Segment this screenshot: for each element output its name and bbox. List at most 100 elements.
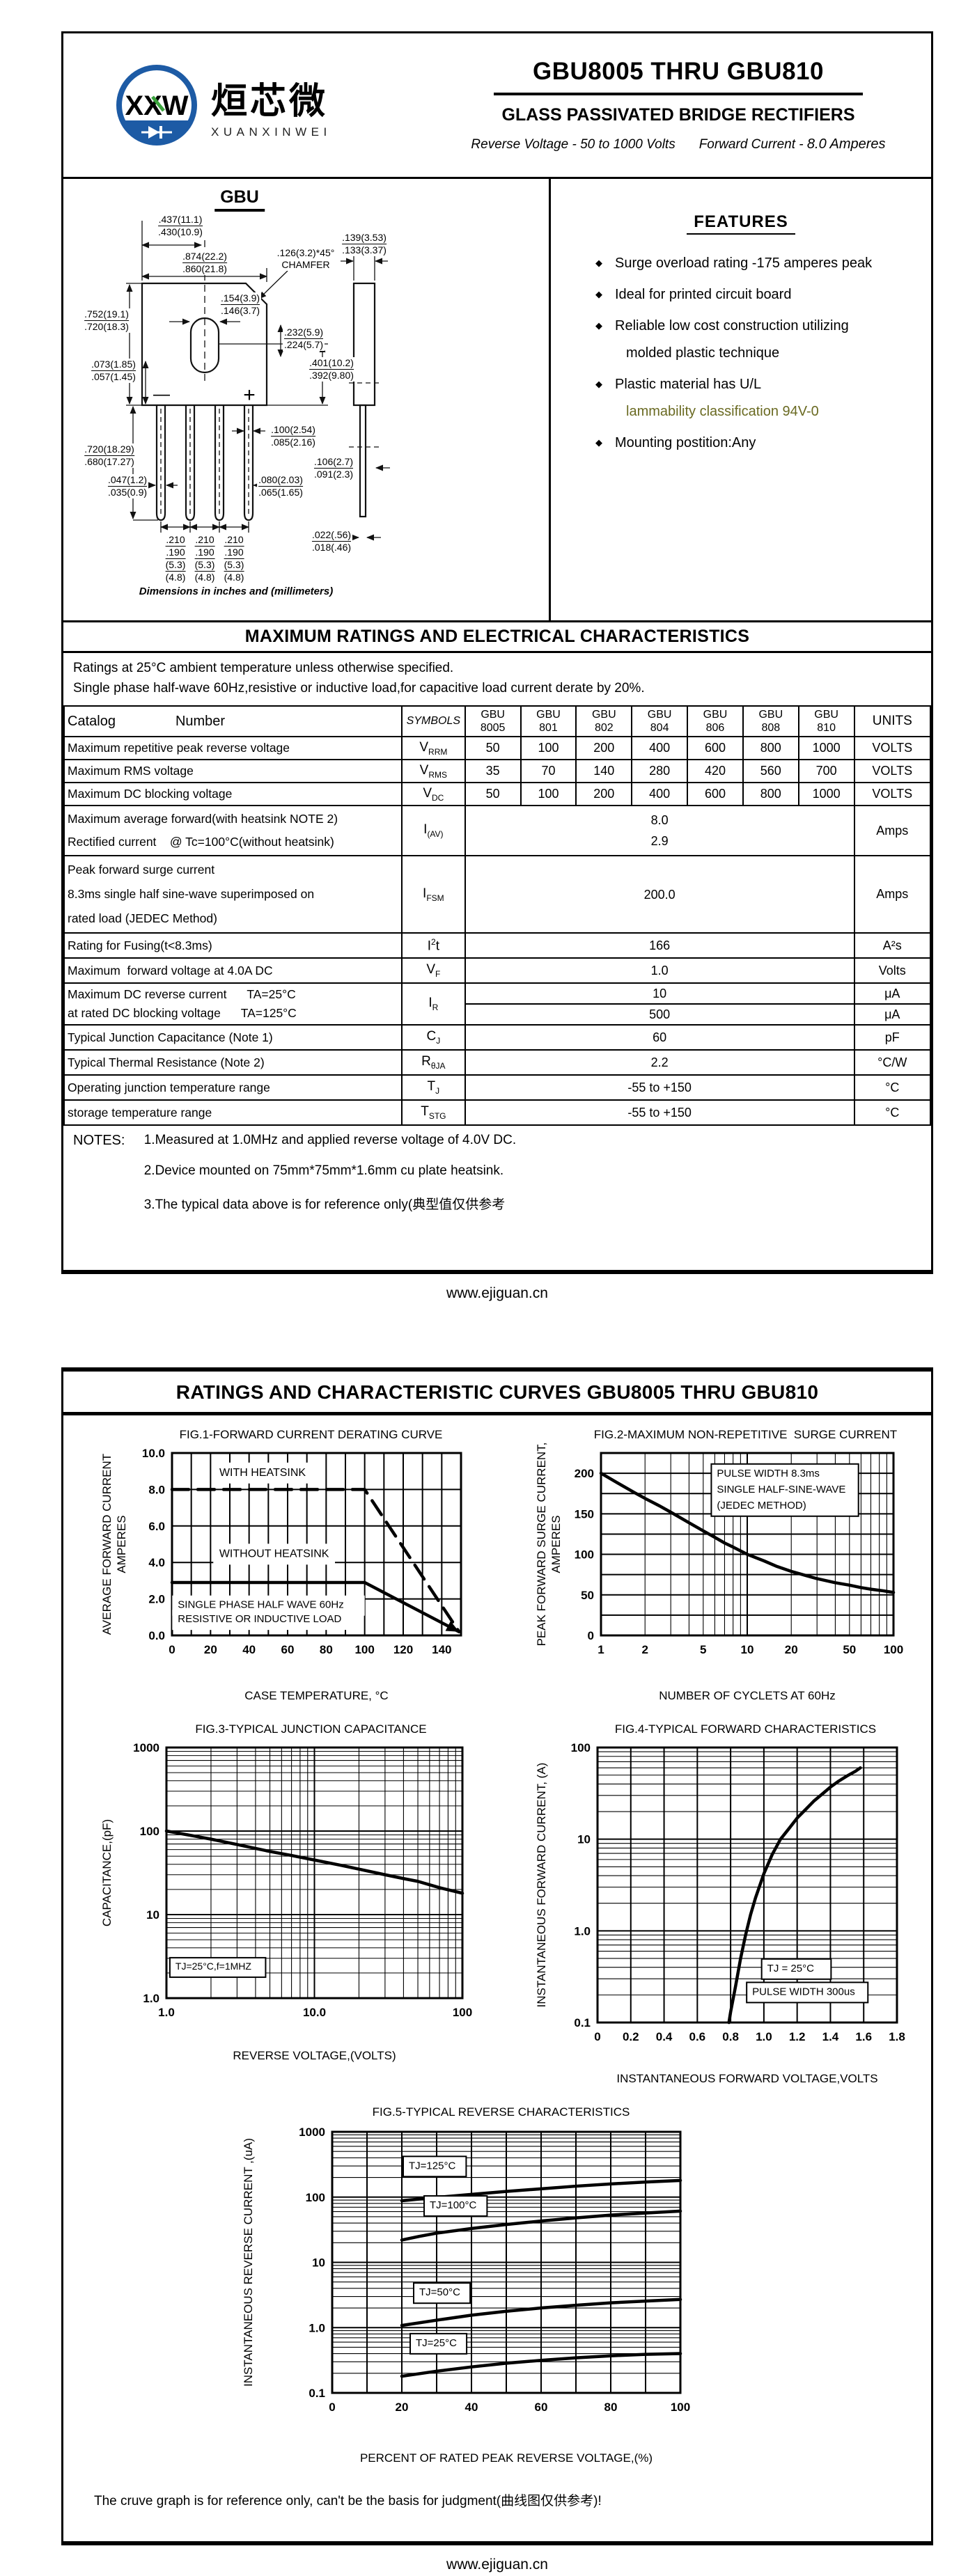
y-tick-label: 1.0 [574,1924,591,1938]
x-tick-label: 20 [396,2401,409,2414]
dimension-label: .022(.56) .018(.46) [310,529,353,553]
feature-text: lammability classification 94V-0 [626,404,819,419]
dimension-caption: Dimensions in inches and (millimeters) [139,586,334,597]
x-tick-label: 10.0 [303,2006,326,2019]
dimension-label: .437(11.1) .430(10.9) [157,214,204,238]
forward-current-value: 8.0 Amperes [806,136,886,152]
unit-cell: μA [853,1003,932,1026]
symbol-post: t [435,938,439,954]
feature-text: Reliable low cost construction utilizing [615,318,849,333]
dimension-value: .224(5.7) [283,339,324,350]
fig2-plot: 1 2 5 10 20 50 100 0 50 100 150 200 PULSE WIDTH 8.3m… [535,1443,903,1702]
param-line: Maximum average forward(with heatsink NO… [68,812,338,826]
y-tick-label: 1000 [299,2126,325,2139]
symbol-sub: R [432,1002,439,1012]
value-line: -55 to +150 [627,1081,692,1094]
dimension-value: .022(.56) [311,529,352,542]
website-link[interactable]: www.ejiguan.cn [446,2557,548,2573]
feature-text: Mounting postition:Any [615,435,756,450]
symbol-sub: F [435,968,441,979]
dimension-value: .680(17.27) [84,456,134,467]
model-header: GBU 802 [575,705,633,737]
value-cell: -55 to +150 [464,1074,855,1101]
symbol-sub: J [435,1085,440,1096]
condition-line: Single phase half-wave 60Hz,resistive or… [73,680,645,696]
symbol-cell: RθJA [400,1049,466,1076]
x-axis-label: INSTANTANEOUS FORWARD VOLTAGE,VOLTS [616,2072,877,2085]
value-cell: 166 [464,932,855,959]
x-tick-label: 0.4 [656,2030,673,2043]
header: XXW 烜芯微 XUANXINWEI GBU8005 THRU GBU810 G… [63,33,931,177]
y-tick-label: 10 [312,2256,325,2270]
annotation-text: RESISTIVE OR INDUCTIVE LOAD [178,1613,341,1625]
x-tick-label: 100 [453,2006,472,2019]
unit-cell: VOLTS [853,736,932,760]
unit-cell: Amps [853,855,932,934]
value-cell: 400 [631,782,689,806]
x-tick-label: 0 [329,2401,335,2414]
param-line: rated load (JEDEC Method) [68,911,217,925]
dimension-value: .047(1.2) [107,474,148,487]
x-tick-label: 1.8 [889,2030,905,2043]
param-line: at rated DC blocking voltage TA=125°C [68,1006,297,1020]
value-line: 166 [649,938,671,952]
dimension-label: .401(10.2) .392(9.80) [308,357,355,382]
param-cell: Maximum forward voltage at 4.0A DC [63,957,403,984]
value-cell: 280 [631,759,689,783]
table-row: 500 μA [64,1003,932,1026]
dimension-value: .100(2.54) [271,424,315,437]
x-tick-label: 140 [432,1643,451,1656]
model-series: GBU [591,709,616,721]
annotation-box [413,2282,471,2304]
dimension-value: .392(9.80) [309,370,354,381]
dimension-value: .190 [165,547,186,559]
symbol-sup: 2 [431,936,436,947]
unit-cell: VOLTS [853,759,932,783]
value-cell: 1000 [797,736,855,760]
model-series: GBU [647,709,672,721]
bullet-icon: ◆ [595,437,602,448]
x-tick-label: 0 [169,1643,175,1656]
dimension-label: .210.190 (5.3) (4.8) [222,534,246,583]
table-row: Maximum repetitive peak reverse voltage V… [63,736,932,760]
annotation-box [423,2195,488,2217]
annotation-box [746,1981,869,2004]
y-tick-label: 200 [575,1467,594,1480]
y-tick-label: 0 [588,1629,594,1642]
features-section: FEATURES ◆ Surge overload rating -175 amp… [551,179,931,620]
symbol-cell: VRRM [400,736,466,760]
param-line: Rectified current @ Tc=100°C(without hea… [68,835,334,849]
fig5-plot: 0 20 40 60 80 100 1000 100 10 1.0 0.1 TJ=125°C TJ=10… [242,2126,690,2465]
features-heading: FEATURES [687,212,795,235]
symbols-header: SYMBOLS [400,705,466,737]
param-line: Maximum DC reverse current TA=25°C [68,987,296,1001]
param-line: Typical Junction Capacitance (Note 1) [68,1030,273,1044]
value-line: 1.0 [650,964,669,977]
dimension-value: (5.3) [224,559,244,572]
annotation-text: TJ=125°C [409,2160,455,2171]
param-line: Maximum forward voltage at 4.0A DC [68,963,273,977]
notes-list: 1.Measured at 1.0MHz and applied reverse… [144,1133,516,1228]
dimension-value: .860(21.8) [182,263,227,274]
fig3: FIG.3-TYPICAL JUNCTION CAPACITANCE 1.0 10… [97,1722,487,2093]
y-tick-label: 100 [571,1741,591,1754]
x-axis-label: PERCENT OF RATED PEAK REVERSE VOLTAGE,(%… [360,2451,653,2465]
dimension-label: .126(3.2)*45° CHAMFER [275,247,336,271]
annotation-text: TJ = 25°C [767,1963,814,1974]
value-cell: 800 [742,782,799,806]
dimension-label: .232(5.9) .224(5.7) [282,327,325,351]
dimension-value: (5.3) [165,559,186,572]
symbol-base: V [419,739,429,755]
value-cell: 500 [464,1003,855,1026]
brand-name-cn: 烜芯微 [211,81,329,122]
disclaimer-text: The cruve graph is for reference only, c… [94,2494,602,2508]
dimension-label: .100(2.54) .085(2.16) [270,424,317,448]
website-link[interactable]: www.ejiguan.cn [446,1285,548,1301]
table-row: Maximum forward voltage at 4.0A DC VF 1.0 V… [63,957,932,984]
symbol-cell: TJ [400,1074,466,1101]
annotation-box [169,1956,267,1978]
dimension-value: .133(3.37) [342,244,387,256]
feature-item-line: ◆ Surge overload rating -175 amperes peak [595,256,931,272]
logo-icon: XXW [116,65,197,146]
